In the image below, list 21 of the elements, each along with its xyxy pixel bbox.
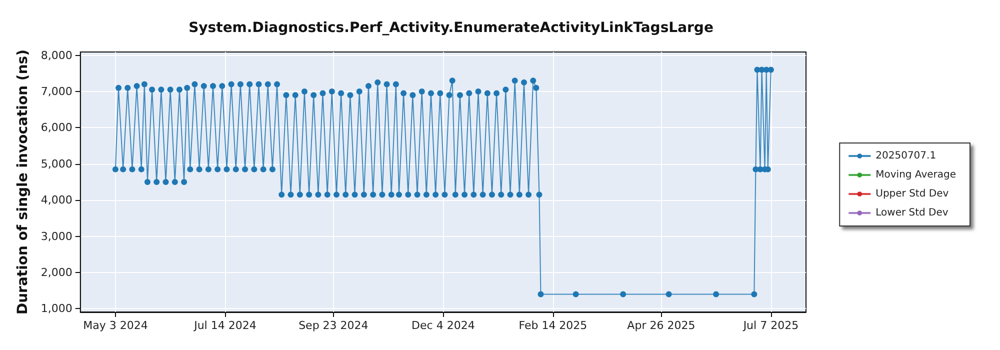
- chart-title: System.Diagnostics.Perf_Activity.EnumerateActivityLinkTagsLarge: [188, 20, 714, 36]
- y-tick-label: 8,000: [40, 48, 72, 62]
- x-tick-label: Sep 23 2024: [298, 319, 368, 332]
- x-tick-label: Apr 26 2025: [627, 319, 696, 332]
- y-tick-label: 7,000: [40, 84, 72, 98]
- x-tick-label: May 3 2024: [83, 319, 148, 332]
- x-tick-label: Dec 4 2024: [412, 319, 475, 332]
- y-tick-label: 5,000: [40, 157, 72, 170]
- y-tick-label: 4,000: [40, 194, 72, 207]
- x-tick-label: Jul 7 2025: [742, 319, 799, 332]
- y-tick-label: 6,000: [40, 121, 72, 134]
- x-tick-label: Feb 14 2025: [518, 319, 588, 332]
- x-tick-label: Jul 14 2024: [193, 319, 256, 332]
- y-axis-title: Duration of single invocation (ns): [15, 49, 31, 315]
- y-tick-label: 2,000: [40, 266, 72, 280]
- y-tick-label: 3,000: [40, 230, 72, 243]
- legend-label: Upper Std Dev: [876, 188, 949, 200]
- y-tick-label: 1,000: [40, 302, 72, 316]
- legend-label: 20250707.1: [876, 150, 936, 162]
- legend-label: Moving Average: [876, 170, 956, 180]
- legend-label: Lower Std Dev: [876, 208, 948, 218]
